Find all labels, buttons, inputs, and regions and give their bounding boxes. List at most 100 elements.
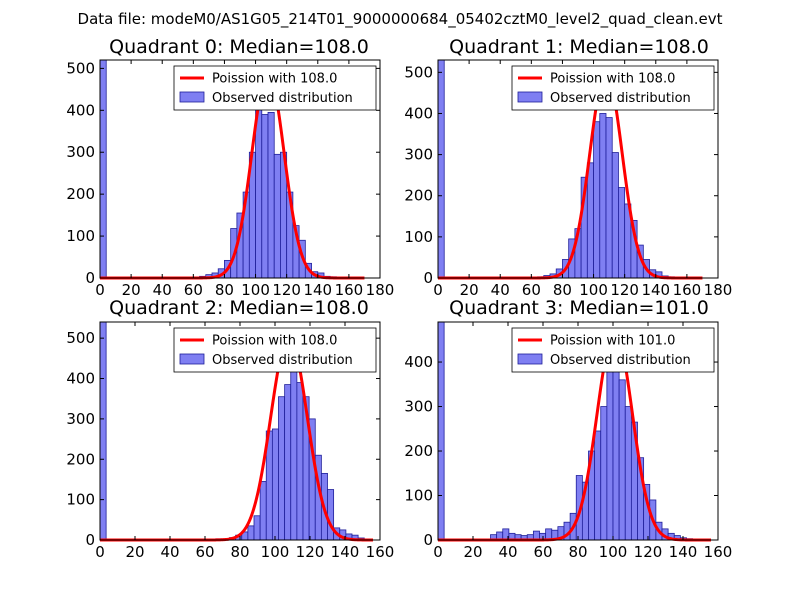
q3-legend: Poission with 101.0 Observed distribution [511, 327, 715, 373]
q3-xtick-label: 100 [599, 543, 628, 561]
q3-bar [612, 363, 620, 541]
q0-xtick-label: 180 [366, 281, 395, 299]
q2-bar [284, 384, 292, 541]
q0-ytick-label: 400 [66, 101, 95, 119]
q0-ytick-label: 500 [66, 59, 95, 77]
q3-xtick-label: 0 [433, 543, 443, 561]
q3-bar [437, 321, 445, 541]
q3-bar [594, 430, 602, 541]
q0-ytick-label: 200 [66, 185, 95, 203]
q2-legend-box [173, 327, 377, 373]
q1-ytick-label: 400 [404, 104, 433, 122]
q3-legend-bar-label: Observed distribution [550, 353, 691, 368]
q2-xtick-label: 120 [296, 543, 325, 561]
q3-bar [606, 363, 614, 541]
q2-legend-bar-swatch [179, 353, 205, 365]
q2-legend-bar-label: Observed distribution [212, 353, 353, 368]
q1-xtick-label: 0 [433, 281, 443, 299]
q3-legend-curve-label: Poission with 101.0 [550, 334, 675, 349]
q1-bar [593, 121, 601, 279]
q0-ytick-label: 0 [85, 269, 95, 287]
q3-xtick-label: 20 [463, 543, 482, 561]
q3-ytick-label: 0 [423, 531, 433, 549]
q0-xtick-label: 120 [272, 281, 301, 299]
q0-legend: Poission with 108.0 Observed distribution [173, 65, 377, 111]
q0-xtick-label: 60 [184, 281, 203, 299]
q3-bar [624, 406, 632, 541]
quadrant-3-panel: Quadrant 3: Median=101.0 0 20 40 60 80 100 120… [404, 297, 732, 561]
q0-legend-curve-label: Poission with 108.0 [212, 72, 337, 87]
q0-bar [261, 114, 269, 279]
q2-xtick-label: 100 [261, 543, 290, 561]
q0-xtick-label: 20 [122, 281, 141, 299]
q3-ytick-label: 100 [404, 487, 433, 505]
q0-xtick-label: 140 [303, 281, 332, 299]
q3-legend-bar-swatch [517, 353, 543, 365]
q2-bar [278, 396, 286, 541]
quadrant-1-panel: Quadrant 1: Median=108.0 0 20 40 60 80 100 120… [404, 36, 732, 299]
q2-xtick-label: 20 [125, 543, 144, 561]
q0-xtick-label: 100 [241, 281, 270, 299]
q1-legend-box [511, 65, 715, 111]
q1-xtick-label: 60 [522, 281, 541, 299]
q2-bar [99, 321, 107, 541]
q0-bar [273, 153, 281, 279]
q2-ytick-label: 400 [66, 370, 95, 388]
q1-legend: Poission with 108.0 Observed distribution [511, 65, 715, 111]
q1-xtick-label: 120 [610, 281, 639, 299]
quadrant-0-panel: Quadrant 0: Median=108.0 0 20 40 60 80 100 120… [66, 36, 394, 299]
q0-xtick-label: 40 [153, 281, 172, 299]
q0-legend-bar-label: Observed distribution [212, 91, 353, 106]
q1-bar [437, 59, 445, 279]
q1-xtick-label: 80 [553, 281, 572, 299]
quadrant-2-title: Quadrant 2: Median=108.0 [109, 297, 369, 319]
q2-ytick-label: 500 [66, 329, 95, 347]
q2-xtick-label: 160 [366, 543, 395, 561]
q2-xtick-label: 60 [195, 543, 214, 561]
q3-xtick-label: 80 [568, 543, 587, 561]
q1-xtick-label: 20 [460, 281, 479, 299]
q1-axes-frame [437, 59, 719, 279]
q1-bar [586, 162, 594, 279]
q1-xtick-label: 180 [704, 281, 733, 299]
q3-xtick-label: 40 [498, 543, 517, 561]
q2-ytick-label: 200 [66, 450, 95, 468]
q3-xtick-label: 120 [634, 543, 663, 561]
q1-legend-bar-swatch [517, 91, 543, 103]
q2-bar [327, 489, 335, 541]
q2-bar [271, 428, 279, 541]
q2-bar [247, 525, 255, 541]
q3-ytick-label: 400 [404, 353, 433, 371]
quadrant-2-panel: Quadrant 2: Median=108.0 0 20 40 60 80 100 120… [66, 297, 394, 561]
q1-ytick-label: 200 [404, 187, 433, 205]
q3-xtick-label: 140 [669, 543, 698, 561]
quadrant-0-title: Quadrant 0: Median=108.0 [109, 36, 369, 58]
q0-bar [267, 112, 275, 279]
q0-ytick-label: 300 [66, 143, 95, 161]
q3-bar [618, 379, 626, 541]
q3-legend-box [511, 327, 715, 373]
q3-xtick-label: 160 [704, 543, 733, 561]
q1-ytick-label: 300 [404, 146, 433, 164]
q0-bar [99, 59, 107, 279]
q1-bar [618, 187, 626, 279]
q0-bar [255, 107, 263, 279]
q1-bar [605, 117, 613, 279]
q2-bar [259, 481, 267, 541]
q3-ytick-label: 200 [404, 442, 433, 460]
q2-bars [99, 321, 365, 541]
q1-ytick-label: 0 [423, 269, 433, 287]
q0-legend-box [173, 65, 377, 111]
q0-xtick-label: 80 [215, 281, 234, 299]
q1-bar [599, 113, 607, 279]
q1-xtick-label: 40 [491, 281, 510, 299]
q0-ytick-label: 100 [66, 227, 95, 245]
q2-legend-curve-label: Poission with 108.0 [212, 334, 337, 349]
quadrant-3-title: Quadrant 3: Median=101.0 [449, 297, 709, 319]
q1-legend-bar-label: Observed distribution [550, 91, 691, 106]
q1-ytick-label: 100 [404, 228, 433, 246]
q2-xtick-label: 40 [160, 543, 179, 561]
q0-axes-frame [99, 59, 381, 279]
